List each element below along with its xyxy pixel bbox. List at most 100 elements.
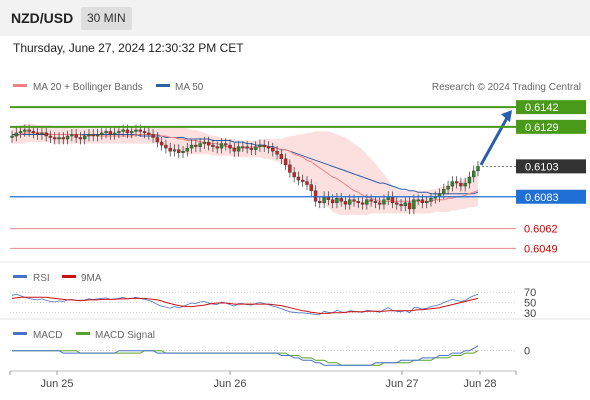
support-2-label: 0.6049 bbox=[524, 243, 558, 255]
candle bbox=[476, 161, 480, 177]
candle bbox=[104, 126, 108, 139]
candle-body bbox=[82, 135, 87, 140]
x-tick-label: Jun 26 bbox=[213, 378, 246, 390]
candle bbox=[262, 139, 266, 152]
candle-body bbox=[279, 154, 284, 159]
rsi-tick-70: 70 bbox=[524, 287, 536, 299]
candle bbox=[181, 145, 185, 159]
candle-body bbox=[202, 141, 207, 144]
candle-body bbox=[330, 199, 335, 204]
timeframe-badge[interactable]: 30 MIN bbox=[81, 7, 132, 30]
candle-body bbox=[91, 134, 95, 137]
candle-body bbox=[377, 202, 382, 205]
candle bbox=[18, 126, 23, 139]
candle bbox=[31, 126, 36, 139]
candle bbox=[108, 126, 113, 140]
x-tick-label: Jun 28 bbox=[463, 378, 496, 390]
candle-body bbox=[130, 131, 134, 134]
candle bbox=[459, 177, 463, 192]
candle bbox=[78, 132, 83, 145]
candle-body bbox=[454, 181, 459, 184]
pivot-tag bbox=[516, 189, 586, 204]
candle-body bbox=[117, 131, 121, 134]
macd-line bbox=[12, 345, 479, 366]
candle-body bbox=[53, 137, 57, 140]
candle bbox=[313, 185, 318, 207]
candle bbox=[399, 199, 403, 212]
candle bbox=[463, 177, 467, 192]
main-price-panel bbox=[10, 110, 512, 215]
candle-body bbox=[399, 204, 403, 207]
resistance-2-label: 0.6142 bbox=[525, 102, 559, 114]
current-price-label: 0.6103 bbox=[525, 161, 559, 173]
support-1-label: 0.6062 bbox=[524, 224, 558, 236]
candle-body bbox=[181, 150, 185, 153]
candle-body bbox=[450, 181, 455, 187]
candle-body bbox=[352, 199, 356, 202]
candle-body bbox=[420, 199, 425, 204]
candle-body bbox=[206, 141, 211, 146]
candle bbox=[258, 139, 262, 152]
time-axis: Jun 25 Jun 26 Jun 27 Jun 28 bbox=[9, 371, 517, 390]
candle bbox=[155, 132, 160, 148]
candle-body bbox=[369, 199, 373, 202]
candle bbox=[211, 139, 215, 152]
candle bbox=[206, 136, 211, 151]
candle-body bbox=[467, 176, 472, 184]
resistance-1-tag bbox=[516, 119, 586, 134]
candle bbox=[249, 142, 254, 155]
candle-body bbox=[412, 199, 416, 210]
rsi-ma-legend-label: 9MA bbox=[81, 273, 102, 284]
ma20-legend-label: MA 20 + Bollinger Bands bbox=[33, 82, 143, 93]
candle bbox=[292, 167, 296, 183]
ma50-legend-swatch bbox=[156, 84, 170, 87]
candle-body bbox=[159, 141, 164, 146]
candle bbox=[151, 129, 155, 143]
rsi-tick-50: 50 bbox=[524, 298, 536, 310]
x-tick-label: Jun 25 bbox=[40, 378, 73, 390]
chart-datetime: Thursday, June 27, 2024 12:30:32 PM CET bbox=[13, 41, 244, 55]
candle bbox=[360, 197, 365, 210]
macd-signal-legend-swatch bbox=[76, 332, 90, 335]
candle-body bbox=[403, 202, 408, 207]
rsi-ma-line bbox=[11, 296, 479, 314]
candle-body bbox=[177, 149, 181, 153]
candle-body bbox=[189, 144, 194, 149]
candle bbox=[305, 176, 309, 190]
candle-body bbox=[95, 134, 100, 137]
candle-body bbox=[185, 147, 189, 152]
candle-body bbox=[348, 199, 352, 205]
macd-legend-label: MACD bbox=[33, 330, 62, 341]
candle-body bbox=[429, 198, 433, 202]
candle bbox=[95, 129, 100, 142]
currency-pair: NZD/USD bbox=[11, 10, 74, 26]
candle-body bbox=[232, 147, 237, 152]
candle-body bbox=[134, 129, 138, 132]
candle bbox=[373, 195, 378, 209]
candle bbox=[412, 194, 416, 215]
ma50-legend-label: MA 50 bbox=[175, 82, 204, 93]
candle-body bbox=[382, 199, 386, 205]
candle bbox=[198, 138, 202, 152]
candle-body bbox=[219, 143, 224, 149]
candle-body bbox=[74, 134, 78, 138]
candle-body bbox=[476, 166, 480, 172]
candle-body bbox=[198, 143, 202, 147]
rsi-ma-legend-swatch bbox=[62, 275, 76, 278]
candle-body bbox=[10, 135, 14, 138]
candle-body bbox=[138, 129, 142, 132]
candle-body bbox=[14, 132, 18, 137]
candle-body bbox=[100, 132, 104, 135]
bollinger-band bbox=[12, 123, 478, 215]
current-price-tag bbox=[516, 159, 586, 174]
candle-body bbox=[360, 202, 365, 205]
candle-body bbox=[104, 131, 108, 134]
candle-body bbox=[322, 196, 326, 204]
candle bbox=[343, 195, 348, 210]
candle bbox=[61, 132, 66, 145]
candle-body bbox=[164, 144, 168, 149]
candle bbox=[117, 126, 121, 139]
candle-body bbox=[309, 184, 313, 191]
candle-body bbox=[87, 134, 91, 137]
